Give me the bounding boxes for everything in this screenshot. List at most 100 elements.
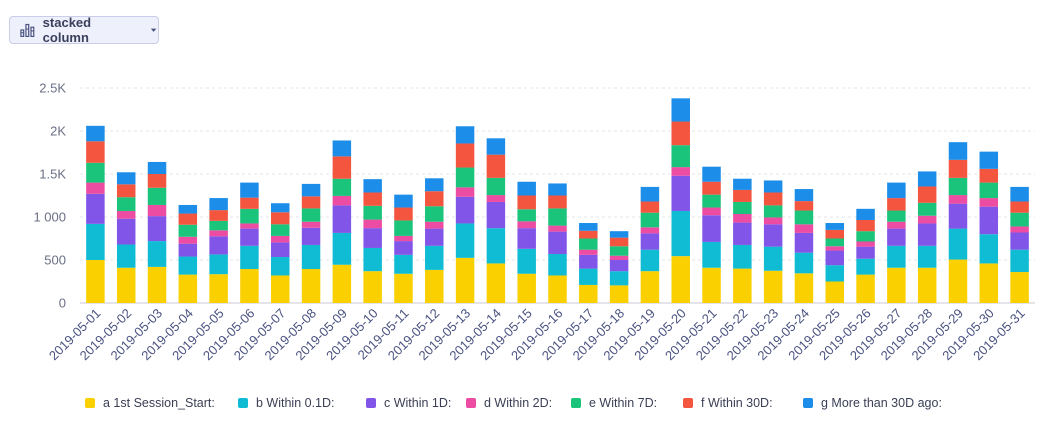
- bar-segment-2019-05-24-c: [794, 232, 814, 253]
- bar-segment-2019-05-16-b: [548, 253, 567, 276]
- bar-segment-2019-05-08-g: [301, 183, 321, 197]
- bar-segment-2019-05-26-d: [856, 241, 875, 247]
- bar-segment-2019-05-23-c: [763, 224, 783, 247]
- bar-segment-2019-05-02-d: [116, 210, 136, 219]
- bar-segment-2019-05-09-c: [332, 205, 352, 233]
- y-tick-label: 1.5K: [39, 167, 66, 182]
- bar-segment-2019-05-27-d: [887, 221, 906, 229]
- bar-segment-2019-05-13-a: [455, 257, 475, 303]
- bar-segment-2019-05-12-f: [425, 191, 444, 207]
- bar-segment-2019-05-14-c: [486, 201, 506, 229]
- bar-segment-2019-05-13-e: [455, 167, 475, 188]
- bar-segment-2019-05-23-d: [763, 217, 783, 225]
- bar-segment-2019-05-13-c: [455, 196, 475, 224]
- bar-segment-2019-05-12-c: [425, 228, 444, 246]
- bar-segment-2019-05-06-e: [240, 208, 259, 224]
- bar-segment-2019-05-03-a: [147, 266, 167, 303]
- bar-segment-2019-05-24-a: [794, 273, 814, 303]
- bar-segment-2019-05-24-b: [794, 252, 814, 274]
- bar-segment-2019-05-28-e: [917, 202, 937, 216]
- bar-segment-2019-05-27-f: [887, 198, 906, 211]
- bar-segment-2019-05-14-b: [486, 228, 506, 264]
- bar-segment-2019-05-14-g: [486, 138, 506, 155]
- bar-segment-2019-05-27-c: [887, 228, 906, 246]
- bar-segment-2019-05-11-f: [394, 207, 413, 221]
- bar-segment-2019-05-01-d: [86, 182, 105, 194]
- bar-segment-2019-05-21-f: [702, 181, 721, 195]
- bar-segment-2019-05-24-g: [794, 189, 814, 202]
- bar-segment-2019-05-30-b: [979, 234, 999, 264]
- bar-segment-2019-05-06-b: [240, 245, 259, 270]
- bar-segment-2019-05-16-g: [548, 183, 567, 196]
- bar-segment-2019-05-28-g: [917, 171, 937, 187]
- bar-segment-2019-05-04-f: [178, 213, 198, 225]
- bar-segment-2019-05-30-f: [979, 168, 999, 183]
- bar-segment-2019-05-03-e: [147, 187, 167, 205]
- bar-segment-2019-05-22-e: [733, 201, 752, 214]
- bar-segment-2019-05-11-d: [394, 235, 413, 242]
- bar-segment-2019-05-01-f: [86, 141, 105, 163]
- bar-segment-2019-05-15-c: [517, 228, 536, 249]
- bar-segment-2019-05-25-f: [825, 229, 844, 239]
- bar-segment-2019-05-16-f: [548, 195, 567, 209]
- bar-segment-2019-05-09-d: [332, 195, 352, 206]
- bar-segment-2019-05-18-a: [609, 285, 629, 303]
- bar-segment-2019-05-06-g: [240, 182, 259, 198]
- bar-segment-2019-05-10-a: [363, 271, 382, 303]
- bar-segment-2019-05-21-b: [702, 241, 721, 268]
- bar-segment-2019-05-06-f: [240, 197, 259, 209]
- bar-segment-2019-05-11-b: [394, 254, 413, 274]
- chart-type-dropdown[interactable]: stacked column: [9, 15, 159, 45]
- bar-segment-2019-05-04-d: [178, 236, 198, 244]
- bar-segment-2019-05-05-g: [209, 198, 228, 211]
- bar-segment-2019-05-29-a: [948, 259, 968, 303]
- bar-segment-2019-05-08-c: [301, 227, 321, 245]
- bar-segment-2019-05-10-f: [363, 192, 382, 206]
- bar-segment-2019-05-03-b: [147, 241, 167, 267]
- bar-segment-2019-05-07-g: [271, 203, 290, 213]
- bar-segment-2019-05-02-g: [116, 172, 136, 185]
- bar-segment-2019-05-19-a: [640, 271, 660, 303]
- bar-segment-2019-05-01-c: [86, 193, 105, 224]
- bar-segment-2019-05-15-e: [517, 209, 536, 222]
- bar-segment-2019-05-18-c: [609, 260, 629, 272]
- bar-segment-2019-05-21-a: [702, 267, 721, 303]
- bar-segment-2019-05-07-f: [271, 212, 290, 225]
- bar-segment-2019-05-19-g: [640, 186, 660, 202]
- bar-segment-2019-05-13-f: [455, 143, 475, 168]
- bar-segment-2019-05-26-a: [856, 274, 875, 303]
- bar-segment-2019-05-21-e: [702, 194, 721, 208]
- bar-segment-2019-05-14-a: [486, 263, 506, 303]
- bar-segment-2019-05-11-g: [394, 194, 413, 208]
- legend-item: b Within 0.1D:: [256, 396, 335, 410]
- bar-segment-2019-05-29-f: [948, 159, 968, 178]
- bar-segment-2019-05-01-e: [86, 162, 105, 183]
- bar-segment-2019-05-14-d: [486, 195, 506, 202]
- legend-item: a 1st Session_Start:: [103, 396, 215, 410]
- bar-segment-2019-05-30-c: [979, 206, 999, 235]
- bar-segment-2019-05-03-f: [147, 174, 167, 188]
- bar-segment-2019-05-20-c: [671, 175, 690, 211]
- bar-segment-2019-05-22-b: [733, 244, 752, 269]
- bar-segment-2019-05-31-d: [1010, 226, 1029, 233]
- bar-segment-2019-05-05-a: [209, 274, 228, 303]
- bar-segment-2019-05-22-c: [733, 222, 752, 245]
- bar-segment-2019-05-15-a: [517, 273, 536, 303]
- bar-segment-2019-05-16-d: [548, 225, 567, 232]
- y-tick-label: 1 000: [33, 210, 66, 225]
- bar-segment-2019-05-31-b: [1010, 249, 1029, 273]
- bar-segment-2019-05-19-c: [640, 233, 660, 250]
- bar-segment-2019-05-21-d: [702, 207, 721, 216]
- bar-segment-2019-05-17-a: [579, 284, 598, 303]
- legend-swatch: [85, 398, 95, 408]
- bar-segment-2019-05-19-d: [640, 227, 660, 234]
- bar-segment-2019-05-03-c: [147, 216, 167, 242]
- legend-swatch: [803, 398, 813, 408]
- bar-segment-2019-05-07-c: [271, 242, 290, 257]
- legend-item: f Within 30D:: [701, 396, 773, 410]
- bar-segment-2019-05-06-c: [240, 228, 259, 246]
- bar-segment-2019-05-22-f: [733, 189, 752, 202]
- bar-segment-2019-05-15-f: [517, 195, 536, 210]
- bar-segment-2019-05-31-a: [1010, 272, 1029, 303]
- legend-item: c Within 1D:: [384, 396, 451, 410]
